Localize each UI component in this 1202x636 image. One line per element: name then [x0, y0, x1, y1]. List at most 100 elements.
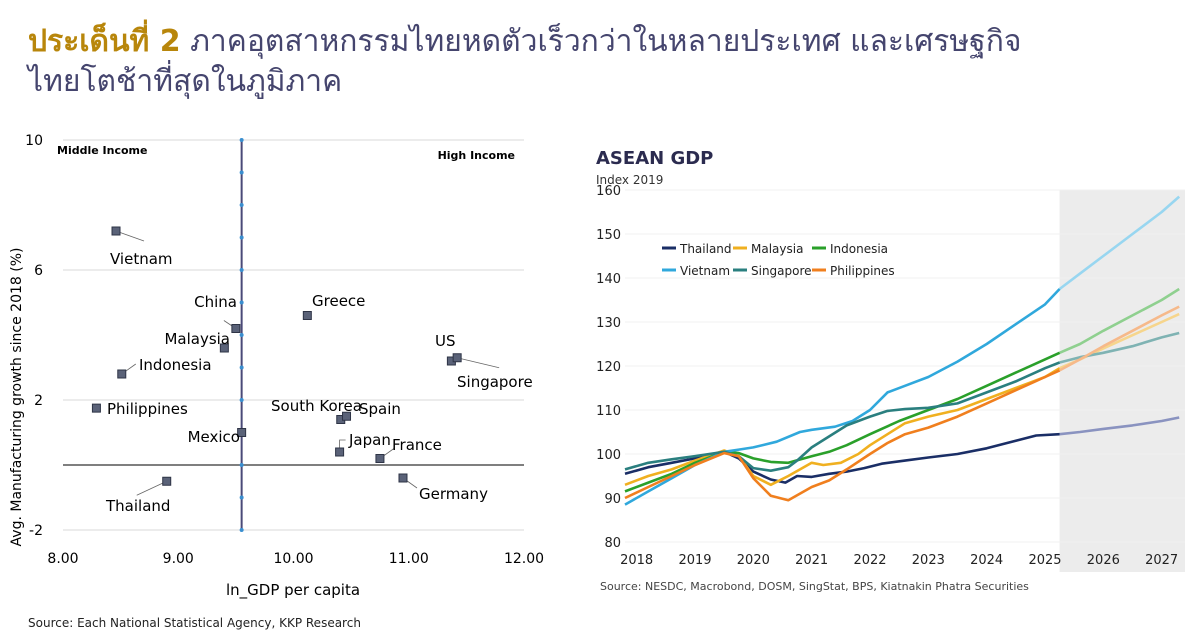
line-y-tick-label: 90: [604, 492, 621, 507]
series-line: [624, 361, 1061, 472]
forecast-shading: [1059, 190, 1185, 572]
scatter-point: [398, 473, 408, 483]
quadrant-label-right: High Income: [438, 149, 515, 162]
scatter-y-tick-label: -2: [29, 523, 43, 539]
divider-tick-dot: [239, 300, 244, 305]
scatter-point-label: South Korea: [271, 397, 362, 415]
scatter-point-label: Germany: [419, 485, 488, 503]
line-tick-labels: 80 90 100 110 120 130 140 150 160 2018 2019 2020 202…: [596, 184, 1178, 568]
line-y-tick-label: 160: [596, 184, 621, 199]
series-line: [624, 432, 1060, 484]
line-y-tick-label: 110: [596, 404, 621, 419]
divider-tick-dot: [239, 268, 244, 272]
line-chart-source: Source: NESDC, Macrobond, DOSM, SingStat…: [600, 580, 1029, 593]
scatter-point: [237, 428, 247, 437]
scatter-point: [335, 447, 345, 457]
scatter-point: [162, 476, 172, 486]
line-x-tick-label: 2027: [1145, 553, 1178, 568]
legend-label: Thailand: [679, 242, 732, 256]
scatter-gridlines: [63, 139, 524, 531]
title-rest: ภาคอุตสาหกรรมไทยหดตัวเร็วกว่าในหลายประเท…: [180, 24, 1022, 59]
legend-label: Indonesia: [830, 242, 888, 256]
series-line-forecast: [1058, 195, 1181, 291]
scatter-y-axis-label: Avg. Manufacturing growth since 2018 (%): [9, 248, 25, 547]
series-line-forecast: [1059, 416, 1180, 436]
scatter-leader-line: [136, 480, 167, 496]
series-line-forecast: [1058, 305, 1180, 372]
legend: Thailand Malaysia Indonesia Vietnam Singapor…: [662, 242, 895, 278]
line-y-tick-label: 120: [596, 360, 621, 375]
legend-label: Malaysia: [751, 242, 803, 256]
scatter-point: [117, 369, 127, 379]
scatter-x-tick-label: 9.00: [163, 551, 194, 567]
line-y-tick-label: 80: [604, 536, 621, 551]
scatter-point-label: Mexico: [188, 428, 240, 446]
legend-label: Singapore: [751, 264, 812, 278]
divider-tick-dot: [239, 138, 244, 142]
page-title: ประเด็นที่ 2 ภาคอุตสาหกรรมไทยหดตัวเร็วกว…: [28, 22, 1188, 102]
scatter-point: [219, 343, 229, 353]
line-series: [624, 195, 1181, 506]
quadrant-label-left: Middle Income: [57, 144, 147, 157]
scatter-point: [91, 403, 101, 413]
legend-label: Vietnam: [680, 264, 730, 278]
divider-tick-dot: [239, 170, 244, 175]
scatter-point-label: Vietnam: [110, 250, 173, 268]
scatter-point: [342, 411, 352, 421]
scatter-y-tick-label: 6: [34, 263, 43, 279]
series-line: [624, 351, 1061, 493]
scatter-point-label: Greece: [312, 292, 365, 310]
series-line-forecast: [1059, 331, 1180, 364]
line-x-tick-label: 2021: [795, 553, 828, 568]
scatter-point-label: France: [392, 436, 442, 454]
title-line-2: ไทยโตช้าที่สุดในภูมิภาค: [28, 64, 343, 99]
line-x-tick-label: 2022: [853, 553, 886, 568]
scatter-point: [111, 226, 121, 236]
scatter-x-tick-label: 12.00: [504, 551, 544, 567]
divider-tick-dot: [239, 528, 244, 532]
divider-tick-dot: [239, 235, 244, 240]
line-y-tick-label: 100: [596, 448, 621, 463]
scatter-point-label: Japan: [348, 431, 391, 449]
scatter-x-tick-label: 10.00: [273, 551, 313, 567]
divider-tick-dot: [239, 365, 244, 370]
scatter-y-tick-label: 2: [34, 393, 43, 409]
line-y-tick-label: 140: [596, 272, 621, 287]
scatter-chart: -2 2 6 10 8.00 9.00 10.00 11.00 12.00 Vietnam Chi…: [9, 133, 544, 600]
divider-tick-dot: [239, 463, 244, 467]
series-line-forecast: [1059, 287, 1180, 354]
line-chart-title: ASEAN GDP: [596, 148, 713, 169]
scatter-point-label: China: [194, 293, 237, 311]
divider-tick-dot: [239, 398, 244, 402]
scatter-y-tick-label: 10: [25, 133, 43, 149]
scatter-point-label: Indonesia: [139, 356, 212, 374]
scatter-point-label: Thailand: [105, 497, 170, 515]
left-source-note: Source: Each National Statistical Agency…: [28, 616, 361, 630]
line-y-tick-label: 130: [596, 316, 621, 331]
divider-tick-dot: [239, 333, 244, 337]
line-x-tick-label: 2018: [620, 553, 653, 568]
divider-tick-dot: [239, 495, 244, 500]
line-chart: 80 90 100 110 120 130 140 150 160 2018 2019 2020 202…: [596, 148, 1185, 593]
scatter-point: [452, 353, 462, 363]
scatter-x-axis-label: ln_GDP per capita: [226, 581, 360, 600]
scatter-point-label: Singapore: [457, 373, 533, 391]
line-x-tick-label: 2019: [678, 553, 711, 568]
scatter-point-labels: Vietnam China Malaysia Indonesia Philippines…: [105, 250, 533, 515]
line-gridlines: [625, 189, 1185, 543]
scatter-tick-labels: -2 2 6 10 8.00 9.00 10.00 11.00 12.00: [25, 133, 544, 567]
scatter-x-tick-label: 8.00: [47, 551, 78, 567]
scatter-point-label: US: [435, 332, 456, 350]
line-x-tick-label: 2025: [1028, 553, 1061, 568]
scatter-x-tick-label: 11.00: [389, 551, 429, 567]
scatter-point: [375, 454, 385, 463]
scatter-point-label: Spain: [359, 400, 401, 418]
series-line: [624, 369, 1061, 502]
line-y-tick-label: 150: [596, 228, 621, 243]
divider-tick-dot: [239, 203, 244, 207]
scatter-point-label: Philippines: [107, 400, 188, 418]
scatter-point: [231, 324, 241, 333]
line-x-tick-label: 2020: [737, 553, 770, 568]
scatter-leader-line: [115, 230, 145, 242]
line-x-tick-label: 2024: [970, 553, 1003, 568]
